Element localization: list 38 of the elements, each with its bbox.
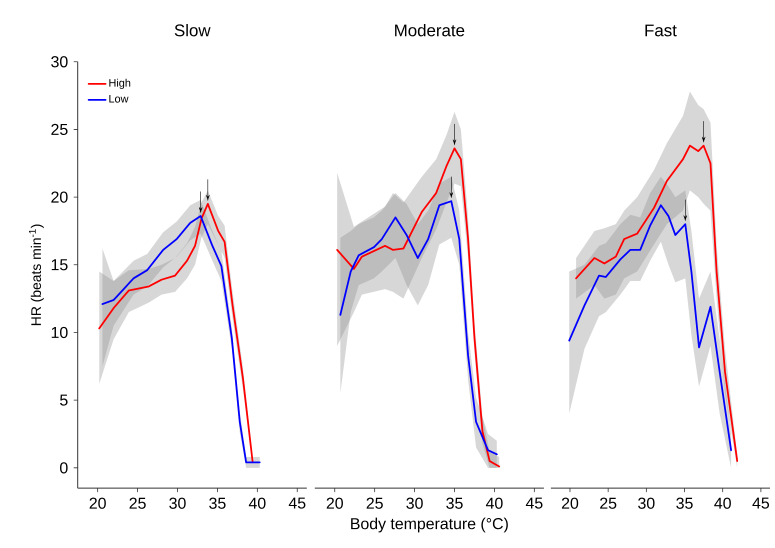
chart-title: Slow — [174, 24, 211, 36]
x-tick-label: 20 — [562, 498, 578, 509]
legend-label: High — [109, 78, 130, 89]
x-tick-label: 40 — [486, 498, 503, 509]
y-tick-label: 30 — [51, 56, 68, 68]
annotation: ↓ — [199, 192, 202, 213]
x-tick-label: 30 — [406, 498, 423, 509]
annotation: ↓ — [452, 124, 456, 146]
x-tick-label: 25 — [130, 498, 146, 509]
x-tick-label: 20 — [90, 498, 106, 509]
x-axis-title: Body temperature (°C) — [351, 518, 508, 532]
x-tick-label: 25 — [600, 498, 616, 509]
x-tick-label: 30 — [638, 498, 655, 509]
chart-title: Fast — [645, 24, 677, 36]
y-tick-label: 5 — [60, 394, 68, 406]
x-tick-label: 20 — [326, 498, 343, 509]
x-tick-label: 25 — [366, 498, 383, 509]
x-tick-label: 40 — [248, 498, 266, 509]
y-tick-label: 25 — [51, 124, 68, 136]
y-tick-label: 20 — [51, 192, 68, 203]
x-tick-label: 40 — [714, 498, 731, 509]
legend-label: Low — [109, 95, 129, 103]
y-axis-title: HR (beats min$^{-1}$) — [29, 224, 44, 326]
y-tick-label: 15 — [52, 259, 68, 270]
x-tick-label: 35 — [446, 498, 463, 509]
annotation: ↓ — [702, 121, 706, 143]
annotation: ↓ — [684, 200, 687, 222]
y-tick-label: 10 — [52, 326, 68, 338]
annotation: ↓ — [206, 179, 210, 201]
x-tick-label: 45 — [288, 498, 306, 509]
x-tick-label: 30 — [169, 498, 186, 509]
chart-title: Moderate — [395, 24, 464, 36]
x-tick-label: 45 — [526, 498, 542, 509]
x-tick-label: 45 — [752, 498, 770, 509]
annotation: ↓ — [450, 176, 453, 198]
x-tick-label: 35 — [676, 498, 693, 509]
y-tick-label: 0 — [60, 462, 68, 474]
x-tick-label: 35 — [209, 498, 226, 509]
